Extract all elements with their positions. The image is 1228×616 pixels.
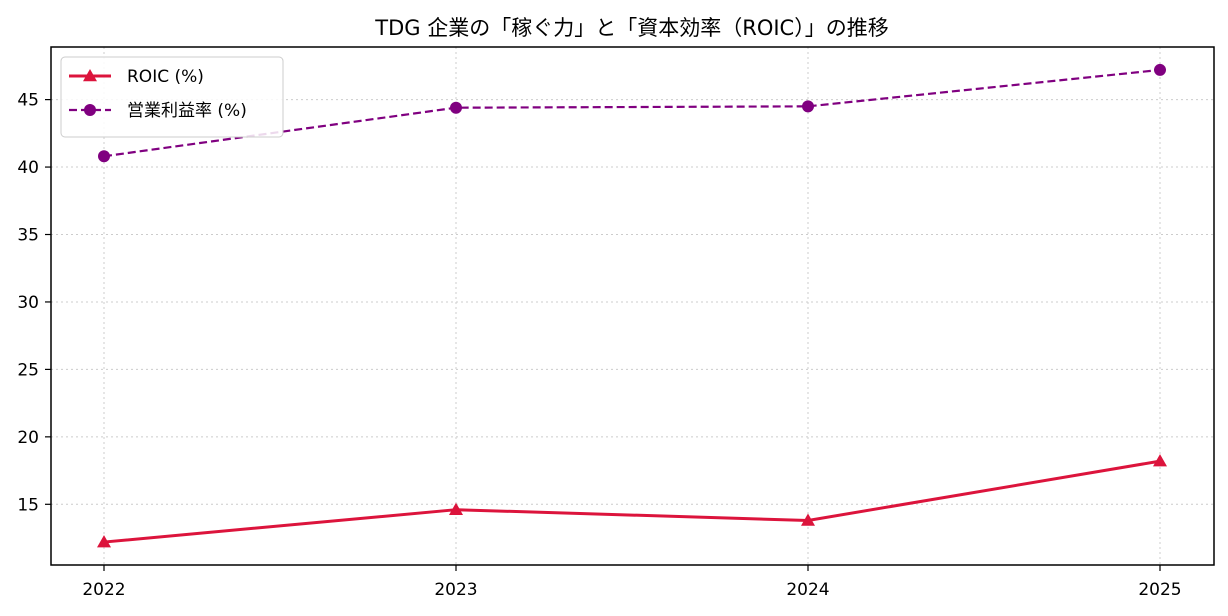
legend-label: ROIC (%) xyxy=(127,67,204,87)
series-layer xyxy=(97,63,1167,548)
y-tick-label: 25 xyxy=(17,360,39,380)
y-tick-label: 30 xyxy=(17,293,39,313)
x-tick-label: 2024 xyxy=(786,580,829,600)
circle-marker xyxy=(98,150,110,163)
y-tick-label: 15 xyxy=(17,495,39,515)
x-tick-label: 2022 xyxy=(82,580,125,600)
y-tick-label: 35 xyxy=(17,226,39,246)
plot-frame xyxy=(50,46,1215,566)
series-2 xyxy=(98,63,1166,163)
triangle-marker xyxy=(1153,454,1167,467)
x-tick-label: 2023 xyxy=(434,580,477,600)
legend-circle-marker xyxy=(84,104,96,116)
y-tick-label: 40 xyxy=(17,158,39,178)
series-1 xyxy=(97,454,1167,548)
x-tick-label: 2025 xyxy=(1138,580,1181,600)
triangle-marker xyxy=(801,513,815,526)
chart-title: TDG 企業の「稼ぐ力」と「資本効率（ROIC）」の推移 xyxy=(374,16,888,40)
legend[interactable]: ROIC (%) 営業利益率 (%) xyxy=(60,56,284,138)
y-tick-label: 20 xyxy=(17,428,39,448)
series-line xyxy=(103,459,1161,544)
legend-triangle-marker xyxy=(83,69,97,82)
circle-marker xyxy=(450,101,462,114)
triangle-marker xyxy=(97,535,111,548)
series-line xyxy=(103,68,1161,158)
circle-marker xyxy=(1154,63,1166,76)
triangle-marker xyxy=(449,502,463,515)
circle-marker xyxy=(802,100,814,113)
y-tick-label: 45 xyxy=(17,91,39,111)
legend-label: 営業利益率 (%) xyxy=(127,101,247,121)
legend-box xyxy=(60,56,284,138)
